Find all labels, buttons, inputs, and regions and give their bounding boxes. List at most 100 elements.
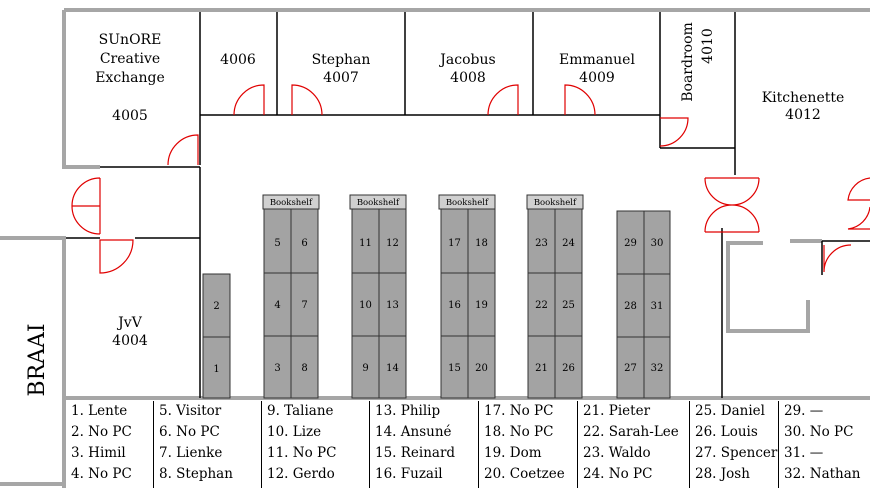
desk-8-number: 8: [301, 363, 307, 374]
legend-entry: 19. Dom: [484, 445, 542, 461]
legend-entry: 22. Sarah-Lee: [583, 424, 679, 440]
room-4005-number: 4005: [112, 108, 148, 124]
kitchen-counter: [726, 241, 810, 333]
legend-entry: 1. Lente: [71, 403, 128, 419]
door-entrance: [71, 177, 101, 235]
door-jvv: [99, 239, 134, 274]
desk-18: [467, 208, 496, 274]
legend-column: 21. Pieter 22. Sarah-Lee 23. Waldo 24. N…: [578, 401, 690, 488]
desk-3: [263, 335, 292, 399]
door-4008: [487, 84, 519, 116]
legend-entry: 14. Ansuné: [375, 424, 452, 440]
desk-15-number: 15: [448, 363, 461, 374]
room-4007-name: Stephan: [312, 52, 371, 68]
desk-29: [616, 210, 645, 275]
desk-22-number: 22: [535, 300, 548, 311]
desk-21-number: 21: [535, 363, 548, 374]
legend-entry: 24. No PC: [583, 466, 653, 482]
desk-11-number: 11: [359, 238, 372, 249]
legend-column: 5. Visitor 6. No PC 7. Lienke 8. Stephan: [154, 401, 262, 488]
legend-entry: 16. Fuzail: [375, 466, 443, 482]
legend-entry: 10. Lize: [267, 424, 322, 440]
desk-26: [554, 335, 583, 399]
desk-23-number: 23: [535, 238, 548, 249]
desk-24: [554, 208, 583, 274]
desk-26-number: 26: [562, 363, 575, 374]
desk-4-number: 4: [274, 300, 280, 311]
room-4010-name: Boardroom: [680, 22, 696, 102]
door-4006: [233, 84, 265, 116]
desk-6: [290, 208, 319, 274]
desk-9: [351, 335, 380, 399]
bookshelf-4-label: Bookshelf: [534, 198, 577, 208]
desk-19-number: 19: [475, 300, 488, 311]
room-4012-number: 4012: [785, 107, 821, 123]
desk-17-number: 17: [448, 238, 461, 249]
desk-16-number: 16: [448, 300, 461, 311]
legend-entry: 15. Reinard: [375, 445, 456, 461]
door-kitchen-right-bottom: [847, 206, 870, 230]
desk-2-number: 2: [213, 301, 219, 312]
legend-entry: 6. No PC: [159, 424, 220, 440]
desk-7-number: 7: [301, 300, 307, 311]
door-kitchen-right-top: [847, 177, 870, 201]
desk-17: [440, 208, 469, 274]
desk-30-number: 30: [651, 238, 664, 249]
room-4008-number: 4008: [450, 70, 486, 86]
desk-10-number: 10: [359, 300, 372, 311]
desk-5: [263, 208, 292, 274]
room-4007-number: 4007: [323, 70, 359, 86]
legend-entry: 4. No PC: [71, 466, 132, 482]
room-4004-name: JvV: [116, 315, 143, 331]
legend-entry: 25. Daniel: [695, 403, 765, 419]
legend-entry: 12. Gerdo: [267, 466, 335, 482]
legend-entry: 8. Stephan: [159, 466, 233, 482]
desk-27-number: 27: [624, 363, 637, 374]
desk-18-number: 18: [475, 238, 488, 249]
room-4009-number: 4009: [579, 70, 615, 86]
legend-column: 13. Philip 14. Ansuné 15. Reinard 16. Fu…: [370, 401, 479, 488]
room-4004-number: 4004: [112, 333, 148, 349]
desk-27: [616, 336, 645, 399]
legend-entry: 2. No PC: [71, 424, 132, 440]
desk-13: [378, 272, 407, 337]
desk-20-number: 20: [475, 363, 488, 374]
legend-entry: 23. Waldo: [583, 445, 651, 461]
bookshelf-1-label: Bookshelf: [270, 198, 313, 208]
door-4005: [167, 134, 199, 166]
room-4008-name: Jacobus: [438, 52, 495, 68]
room-4005-name: SUnORE Creative Exchange: [95, 32, 165, 86]
desk-19: [467, 272, 496, 337]
legend-entry: 31. —: [784, 445, 824, 461]
desk-5-number: 5: [274, 238, 280, 249]
legend-entry: 5. Visitor: [159, 403, 222, 419]
door-4009: [564, 84, 596, 116]
desk-6-number: 6: [301, 238, 307, 249]
desk-28: [616, 273, 645, 338]
legend-entry: 30. No PC: [784, 424, 854, 440]
desk-8: [290, 335, 319, 399]
desk-16: [440, 272, 469, 337]
legend-entry: 9. Taliane: [267, 403, 334, 419]
door-boardroom: [659, 117, 689, 147]
outer-wall-left-lower: [0, 236, 66, 488]
desk-31-number: 31: [651, 301, 664, 312]
seat-legend: 1. Lente 2. No PC 3. Himil 4. No PC 5. V…: [66, 401, 870, 488]
legend-entry: 27. Spencer: [695, 445, 778, 461]
legend-entry: 32. Nathan: [784, 466, 861, 482]
desk-1: [202, 336, 231, 399]
braai-label: BRAAI: [25, 323, 50, 396]
desk-12: [378, 208, 407, 274]
legend-column: 9. Taliane 10. Lize 11. No PC 12. Gerdo: [262, 401, 370, 488]
door-4007: [291, 84, 323, 116]
door-kitchen-inner: [823, 244, 852, 273]
desk-14: [378, 335, 407, 399]
desk-25-number: 25: [562, 300, 575, 311]
legend-entry: 11. No PC: [267, 445, 337, 461]
desk-32-number: 32: [651, 363, 664, 374]
legend-entry: 26. Louis: [695, 424, 758, 440]
legend-entry: 3. Himil: [71, 445, 126, 461]
outer-wall-left: [62, 10, 100, 169]
desk-13-number: 13: [386, 300, 399, 311]
room-4010-number: 4010: [700, 28, 716, 64]
